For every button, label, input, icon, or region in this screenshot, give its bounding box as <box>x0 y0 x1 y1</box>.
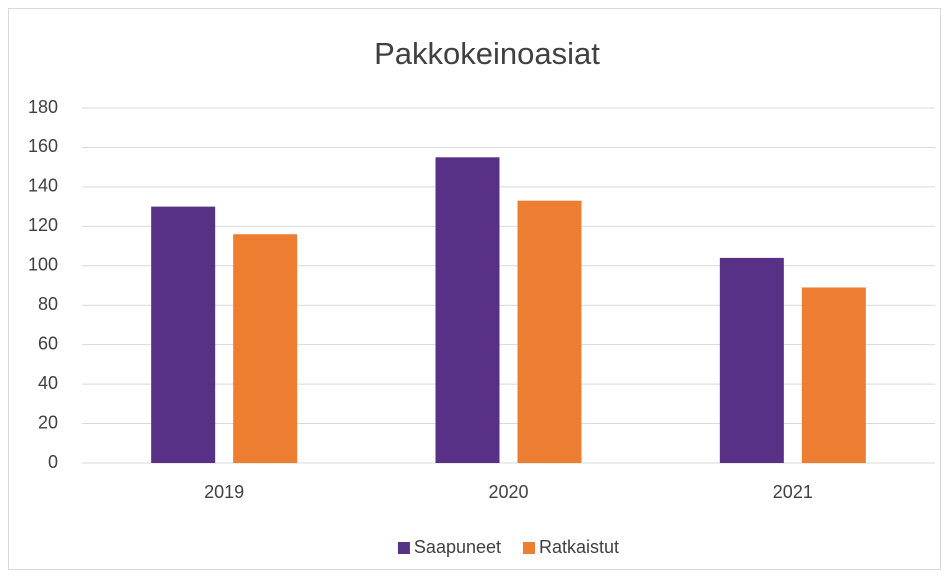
y-tick-label: 160 <box>28 136 58 156</box>
legend-label: Saapuneet <box>414 537 501 557</box>
y-tick-label: 100 <box>28 255 58 275</box>
x-tick-label: 2020 <box>488 482 528 502</box>
y-tick-label: 80 <box>38 294 58 314</box>
y-tick-label: 20 <box>38 412 58 432</box>
legend-label: Ratkaistut <box>539 537 619 557</box>
bar <box>233 234 298 463</box>
bar <box>435 157 500 464</box>
y-tick-label: 40 <box>38 373 58 393</box>
bar <box>801 287 866 463</box>
bar <box>719 257 784 463</box>
legend-swatch <box>523 542 536 554</box>
y-tick-label: 180 <box>28 97 58 117</box>
y-tick-label: 60 <box>38 333 58 353</box>
legend-swatch <box>397 542 410 554</box>
x-tick-label: 2021 <box>773 482 813 502</box>
y-tick-label: 140 <box>28 176 58 196</box>
y-tick-label: 120 <box>28 215 58 235</box>
y-tick-label: 0 <box>48 452 58 472</box>
bar <box>517 200 582 463</box>
chart-title: Pakkokeinoasiat <box>374 36 600 71</box>
x-tick-label: 2019 <box>204 482 244 502</box>
bar <box>151 206 216 463</box>
